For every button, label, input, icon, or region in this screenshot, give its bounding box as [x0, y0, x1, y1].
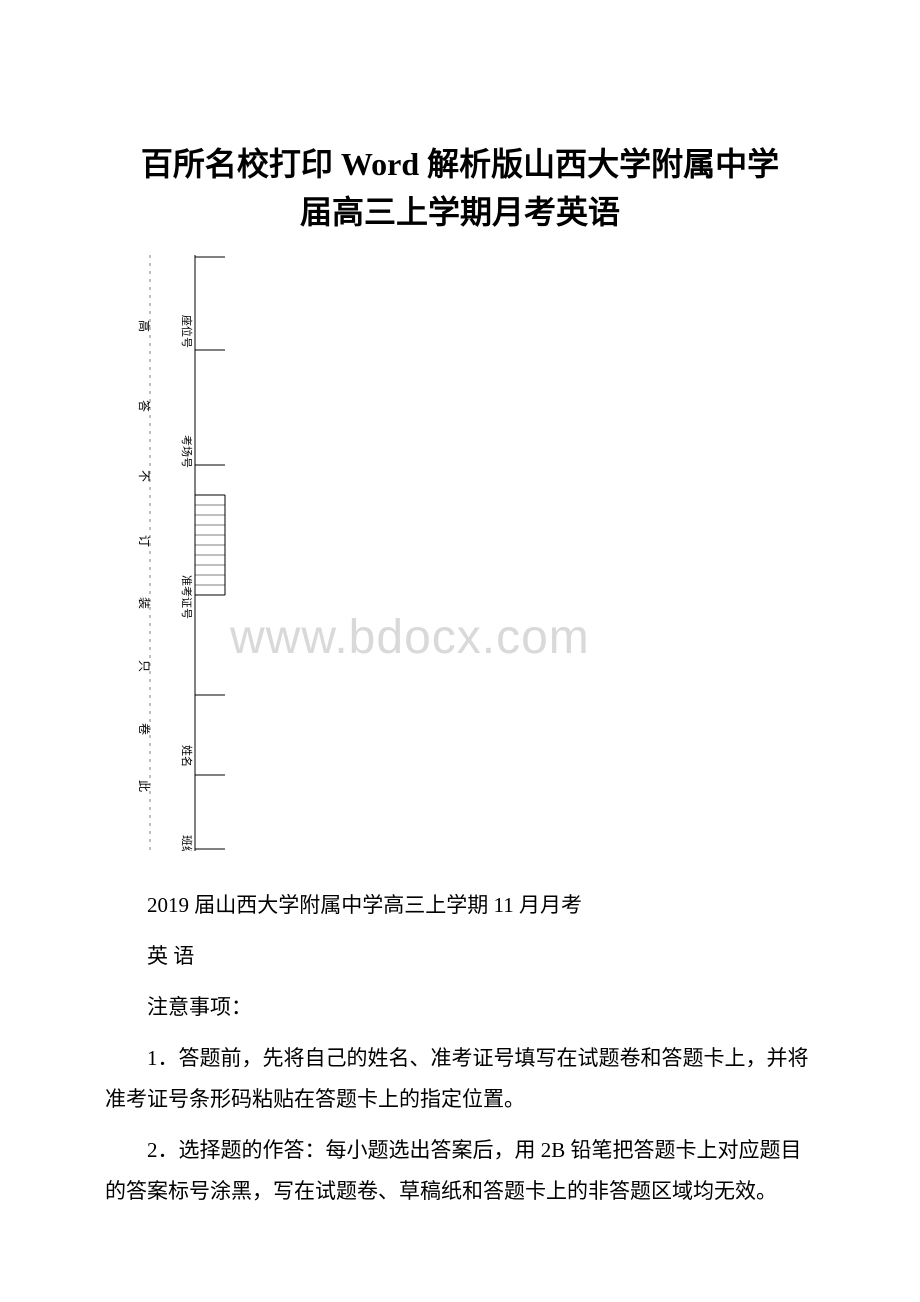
instruction-1: 1．答题前，先将自己的姓名、准考证号填写在试题卷和答题卡上，并将准考证号条形码粘…: [105, 1038, 815, 1120]
svg-text:只: 只: [137, 660, 151, 672]
instruction-2: 2．选择题的作答：每小题选出答案后，用 2B 铅笔把答题卡上对应题目的答案标号涂…: [105, 1130, 815, 1212]
subject-label: 英 语: [105, 936, 815, 977]
watermark-text: www.bdocx.com: [230, 610, 590, 665]
svg-text:座位号: 座位号: [180, 315, 194, 348]
svg-text:准考证号: 准考证号: [180, 575, 193, 619]
exam-info: 2019 届山西大学附属中学高三上学期 11 月月考: [105, 885, 815, 926]
document-body: 2019 届山西大学附属中学高三上学期 11 月月考 英 语 注意事项： 1．答…: [105, 885, 815, 1222]
svg-text:不: 不: [137, 470, 151, 482]
answer-sheet-diagram: 高 答 不 订 装 只 卷 此 座位号 考场号 准考证号 姓名 班级: [120, 255, 240, 851]
svg-text:班级: 班级: [180, 835, 193, 851]
svg-text:卷: 卷: [137, 723, 152, 735]
svg-text:此: 此: [137, 780, 151, 792]
page-title-line2: 届高三上学期月考英语: [0, 188, 920, 236]
svg-text:装: 装: [137, 597, 151, 609]
svg-text:答: 答: [137, 400, 152, 412]
svg-text:高: 高: [137, 320, 152, 332]
svg-text:考场号: 考场号: [180, 435, 194, 468]
notice-header: 注意事项：: [105, 987, 815, 1028]
page-title-line1: 百所名校打印 Word 解析版山西大学附属中学: [0, 0, 920, 188]
svg-text:订: 订: [137, 535, 151, 547]
svg-text:姓名: 姓名: [180, 745, 194, 767]
